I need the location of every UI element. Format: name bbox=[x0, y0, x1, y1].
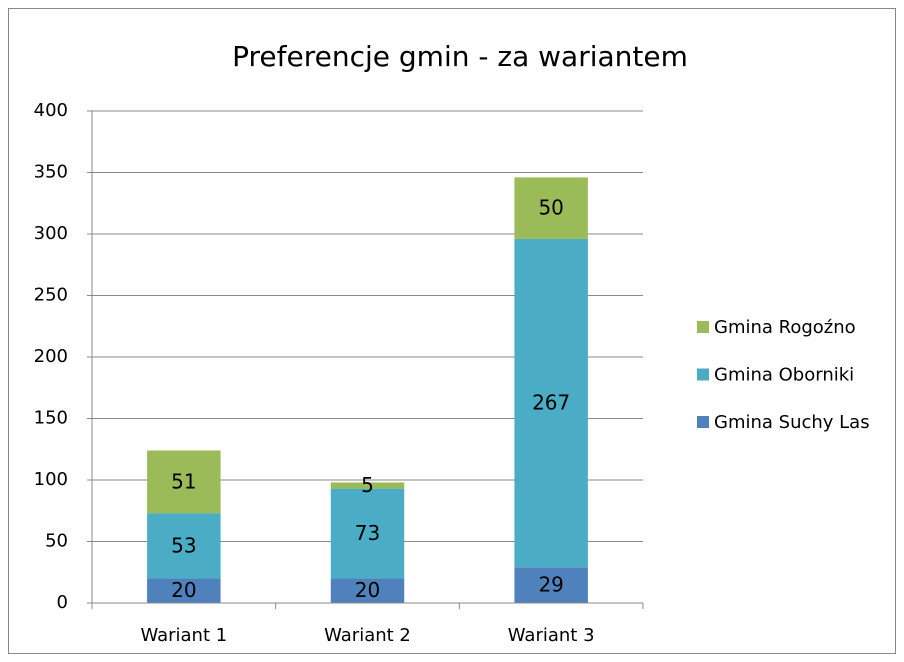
legend-swatch bbox=[697, 321, 709, 333]
y-tick-label: 300 bbox=[34, 223, 68, 244]
y-tick-label: 150 bbox=[34, 408, 68, 429]
bar-segment bbox=[514, 238, 588, 568]
chart-title: Preferencje gmin - za wariantem bbox=[232, 40, 688, 73]
y-tick-label: 50 bbox=[45, 531, 68, 552]
data-label: 50 bbox=[538, 196, 563, 220]
bar-segment bbox=[514, 177, 588, 239]
bar-segment bbox=[330, 482, 405, 489]
data-label: 5 bbox=[361, 473, 374, 497]
y-tick-label: 350 bbox=[34, 162, 68, 183]
legend-swatch bbox=[697, 416, 709, 428]
bar-segment bbox=[147, 450, 221, 514]
data-label: 53 bbox=[171, 533, 196, 557]
legend-label: Gmina Suchy Las bbox=[714, 412, 870, 433]
data-label: 267 bbox=[532, 391, 570, 415]
x-tick-label: Wariant 2 bbox=[324, 625, 411, 646]
bar-segment bbox=[147, 513, 221, 579]
data-label: 20 bbox=[355, 578, 380, 602]
legend-label: Gmina Oborniki bbox=[714, 365, 854, 386]
bar-segment bbox=[514, 567, 588, 603]
bar-segment bbox=[147, 578, 221, 603]
data-label: 29 bbox=[538, 573, 563, 597]
y-tick-label: 400 bbox=[34, 100, 68, 121]
legend-swatch bbox=[697, 368, 709, 381]
data-label: 51 bbox=[171, 469, 196, 493]
bar-segment bbox=[330, 578, 405, 603]
x-tick-label: Wariant 3 bbox=[508, 625, 595, 646]
data-label: 73 bbox=[355, 521, 380, 545]
x-tick-label: Wariant 1 bbox=[140, 625, 227, 646]
y-tick-label: 0 bbox=[57, 592, 68, 613]
legend-label: Gmina Rogoźno bbox=[714, 317, 856, 338]
y-tick-label: 250 bbox=[34, 285, 68, 306]
bar-segment bbox=[330, 488, 405, 579]
y-tick-label: 100 bbox=[34, 469, 68, 490]
y-tick-label: 200 bbox=[34, 346, 68, 367]
data-label: 20 bbox=[171, 578, 196, 602]
